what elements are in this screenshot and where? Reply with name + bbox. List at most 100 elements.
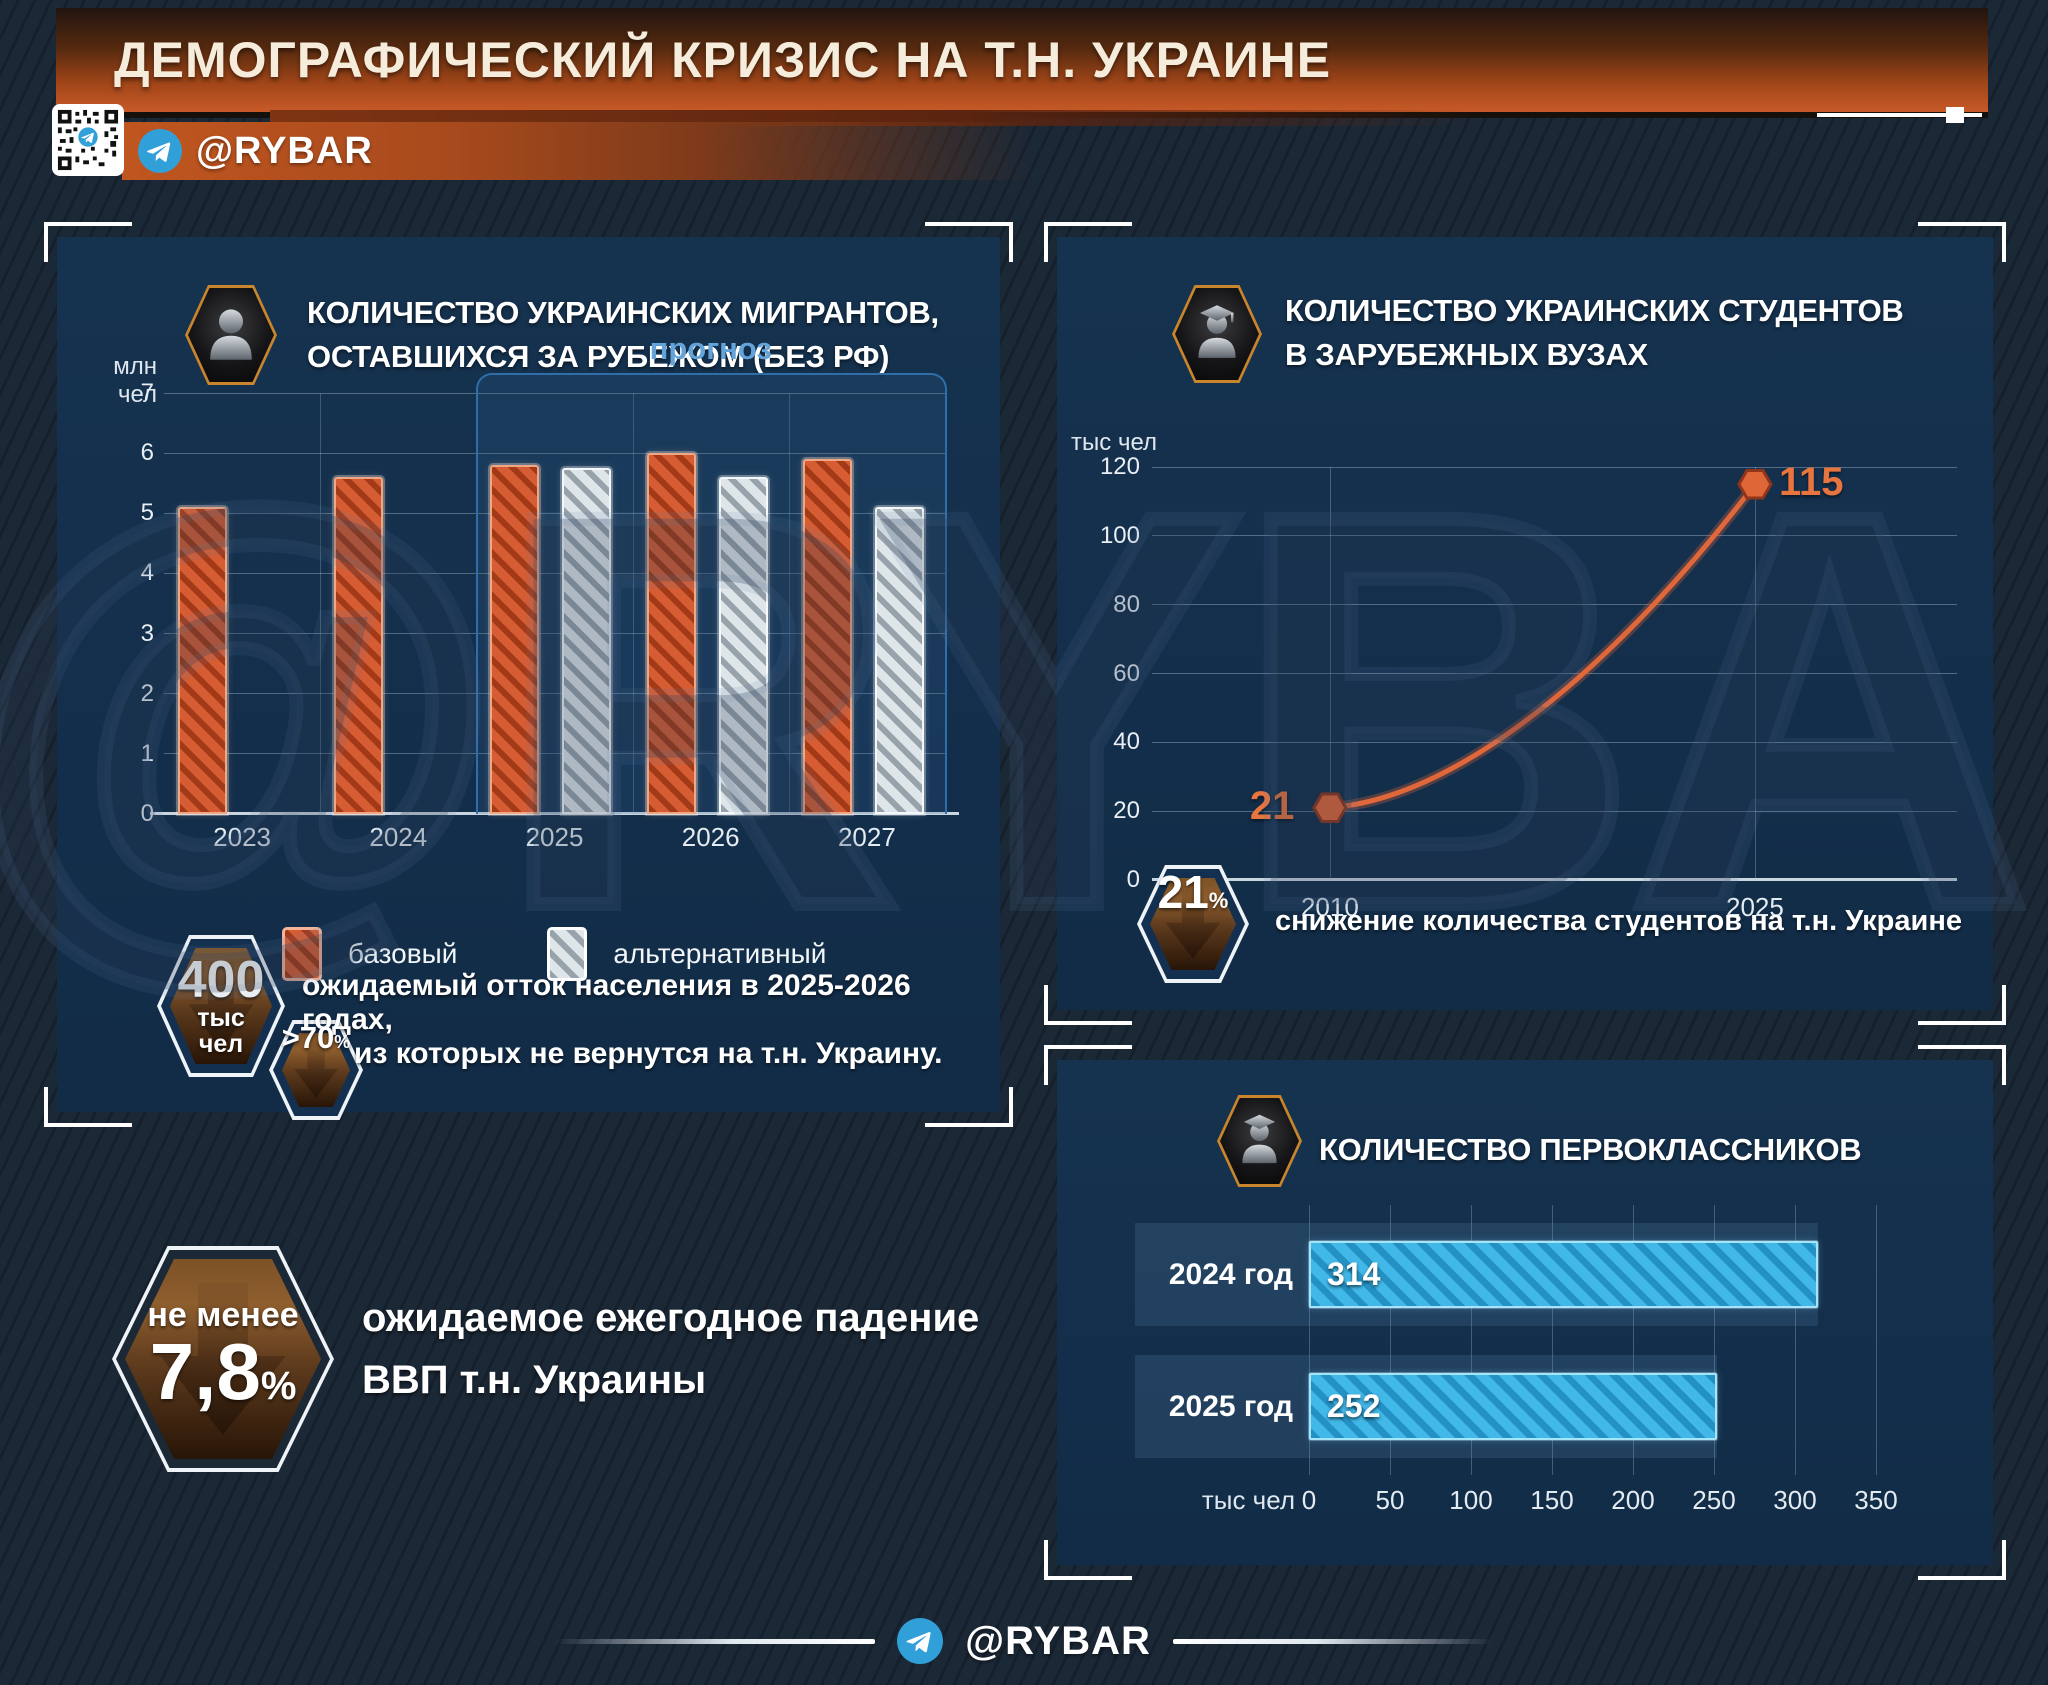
forecast-label: прогноз [649, 331, 772, 366]
gridline-x [1309, 1205, 1310, 1475]
x-tick-label: 2010 [1300, 892, 1359, 922]
x-tick-label: 2027 [837, 822, 896, 852]
gridline-x [1795, 1205, 1796, 1475]
x-tick-label: 2023 [213, 822, 272, 852]
percent-70-hexagon: >70 % [269, 1020, 363, 1120]
migrants-bar-chart: 0 1 2 3 4 5 6 7 прогноз 2023 2024 2025 2026 2027 [141, 331, 959, 852]
corner-bracket [44, 222, 132, 262]
graduate-silhouette-icon [1198, 305, 1236, 358]
gridline-x [1633, 1205, 1634, 1475]
bar-value-label: 252 [1327, 1388, 1381, 1424]
percent-70-value: >70 [281, 1020, 335, 1055]
gridline-x [632, 393, 634, 814]
gridline-y [164, 512, 945, 514]
gridline-x [1754, 467, 1756, 880]
bar-value-label: 314 [1327, 1256, 1381, 1292]
panel-migrants-chart: КОЛИЧЕСТВО УКРАИНСКИХ МИГРАНТОВ, ОСТАВШИ… [44, 222, 1013, 1127]
y-tick-label: 60 [1113, 659, 1140, 687]
firstgraders-panel-title: КОЛИЧЕСТВО ПЕРВОКЛАССНИКОВ [1319, 1132, 1862, 1167]
x-tick-label: 2026 [681, 822, 740, 852]
corner-bracket [1918, 222, 2006, 262]
corner-bracket [925, 222, 1013, 262]
outflow-text-line1: ожидаемый отток населения в 2025-2026 го… [302, 969, 911, 1036]
x-axis-unit: тыс чел [1201, 1485, 1295, 1515]
students-title-line2: В ЗАРУБЕЖНЫХ ВУЗАХ [1285, 337, 1648, 372]
gridline-y [1152, 810, 1957, 812]
outflow-text-line2: из которых не вернутся на т.н. Украину. [354, 1037, 943, 1070]
bar-1 [1309, 1241, 1818, 1308]
students-title-line1: КОЛИЧЕСТВО УКРАИНСКИХ СТУДЕНТОВ [1285, 293, 1904, 328]
gridline-y [1152, 673, 1957, 674]
footer-channel-handle[interactable]: @RYBAR [965, 1618, 1151, 1663]
gridline-x [1714, 1205, 1715, 1475]
gridline-y [1152, 535, 1957, 537]
students-line-chart: 120 100 80 60 40 20 0 2010 2025 21 115 [1100, 453, 1957, 922]
corner-bracket [1044, 985, 1132, 1025]
corner-bracket [1918, 1045, 2006, 1085]
footer-divider-left [555, 1638, 876, 1644]
header-underline [1817, 113, 1982, 117]
header-band: ДЕМОГРАФИЧЕСКИЙ КРИЗИС НА Т.Н. УКРАИНЕ [56, 8, 1988, 123]
person-silhouette-icon [210, 309, 252, 360]
panel-students-chart: КОЛИЧЕСТВО УКРАИНСКИХ СТУДЕНТОВ В ЗАРУБЕ… [1044, 222, 2006, 1025]
gridline-y [164, 753, 945, 755]
legend-swatch-alt [547, 927, 588, 981]
row-label: 2024 год [1168, 1258, 1293, 1291]
y-tick-label: 100 [1099, 521, 1140, 549]
x-tick-label: 2024 [369, 822, 428, 852]
point-label-end: 115 [1778, 460, 1844, 505]
x-tick-label: 100 [1449, 1485, 1493, 1515]
gdp-number: 7,8 [149, 1326, 261, 1416]
telegram-icon[interactable] [897, 1618, 944, 1664]
gdp-percent-sign: % [260, 1363, 297, 1408]
bar-base-2026 [646, 453, 696, 814]
outflow-unit-2: чел [198, 1030, 244, 1058]
qr-code[interactable] [52, 104, 124, 176]
gridline-x [320, 393, 322, 814]
x-tick-label: 200 [1611, 1485, 1655, 1515]
gdp-value: 7,8% [150, 1331, 297, 1423]
gdp-text-line1: ожидаемое ежегодное падение [362, 1296, 980, 1340]
gridline-y [164, 572, 945, 574]
gridline-y [1152, 466, 1957, 468]
bar-alt-2027 [874, 507, 924, 814]
point-label-start: 21 [1249, 783, 1295, 828]
legend-swatch-base [282, 927, 322, 981]
telegram-channel-badge[interactable]: @RYBAR [122, 122, 1062, 180]
corner-bracket [1044, 1540, 1132, 1580]
x-axis-line [150, 812, 959, 815]
gridline-x [1552, 1205, 1553, 1475]
panel-firstgraders-chart: КОЛИЧЕСТВО ПЕРВОКЛАССНИКОВ 0 50 100 150 200 2… [1044, 1045, 2006, 1580]
gdp-text-line2: ВВП т.н. Украины [362, 1358, 707, 1402]
y-axis-unit: тыс чел [1071, 429, 1157, 456]
migrant-person-icon [185, 285, 277, 385]
gridline-x [1329, 467, 1331, 880]
y-tick-label: 6 [140, 439, 154, 467]
corner-bracket [1044, 222, 1132, 262]
outflow-value: 400 [177, 951, 265, 1009]
migrants-panel-title: КОЛИЧЕСТВО УКРАИНСКИХ МИГРАНТОВ, ОСТАВШИ… [307, 291, 939, 379]
gridline-y [164, 392, 945, 394]
header-nub [1946, 107, 1964, 123]
gridline-x [1876, 1205, 1877, 1475]
x-tick-label: 0 [1301, 1485, 1317, 1515]
y-tick-label: 4 [140, 559, 154, 587]
bar-base-2027 [802, 459, 852, 814]
legend-label-alt: альтернативный [613, 938, 827, 969]
bar-2 [1309, 1373, 1718, 1440]
gridline-x [788, 393, 790, 814]
decline-21-hexagon: 21 % [1137, 865, 1249, 983]
telegram-icon [138, 129, 182, 173]
x-tick-label: 50 [1375, 1485, 1405, 1515]
page-title: ДЕМОГРАФИЧЕСКИЙ КРИЗИС НА Т.Н. УКРАИНЕ [114, 32, 1332, 88]
bar-base-2024 [334, 477, 384, 814]
y-tick-label: 0 [140, 800, 154, 827]
footer-divider-right [1172, 1638, 1493, 1644]
footer: @RYBAR [0, 1618, 2048, 1664]
gridline-x [1390, 1205, 1391, 1475]
bar-alt-2025 [562, 468, 612, 814]
graduate-icon [1172, 285, 1262, 383]
x-tick-label: 150 [1530, 1485, 1574, 1515]
bar-alt-2026 [718, 477, 768, 814]
